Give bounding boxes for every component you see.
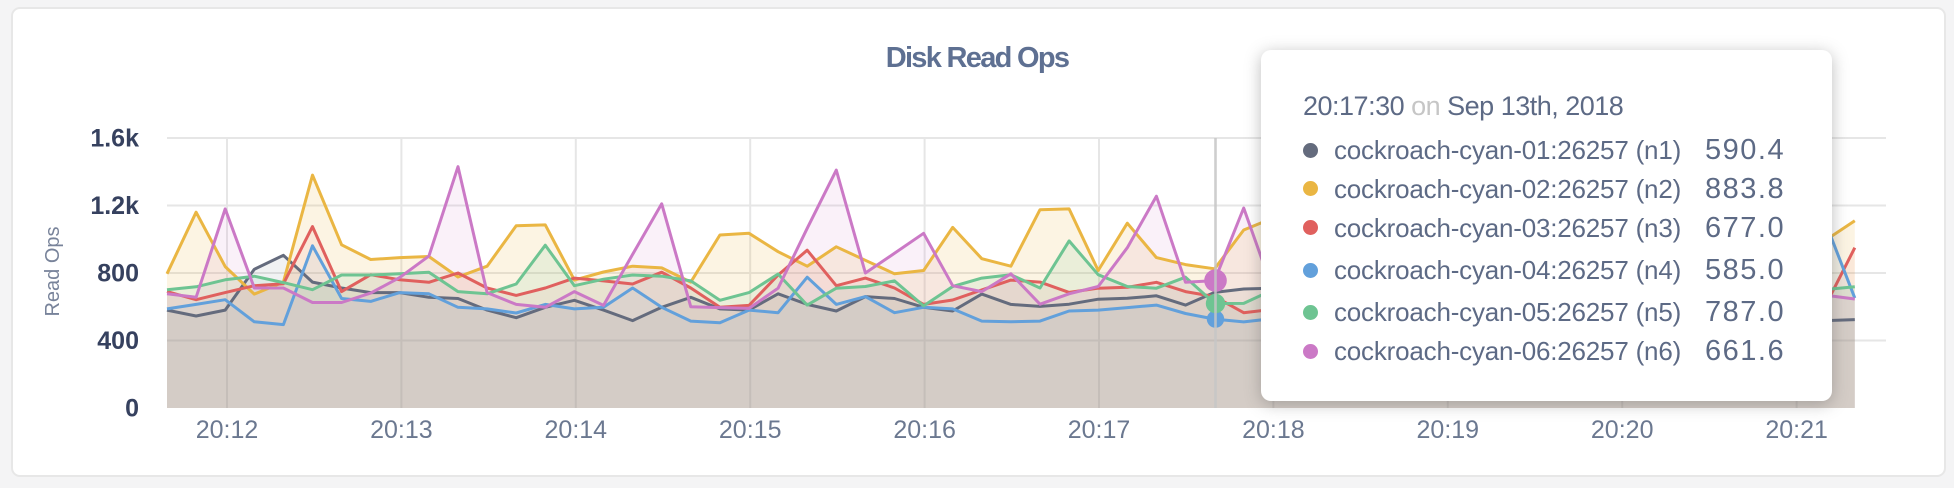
svg-text:20:18: 20:18 (1242, 416, 1305, 444)
svg-text:20:15: 20:15 (719, 416, 782, 444)
svg-text:20:21: 20:21 (1765, 416, 1828, 444)
svg-text:800: 800 (97, 260, 139, 288)
svg-text:20:12: 20:12 (196, 416, 259, 444)
svg-text:1.6k: 1.6k (90, 125, 139, 153)
svg-text:20:16: 20:16 (893, 416, 956, 444)
svg-text:Read Ops: Read Ops (42, 226, 64, 316)
svg-text:20:19: 20:19 (1417, 416, 1480, 444)
svg-text:20:20: 20:20 (1591, 416, 1654, 444)
svg-text:400: 400 (97, 327, 139, 355)
svg-text:20:13: 20:13 (370, 416, 433, 444)
svg-text:1.2k: 1.2k (90, 192, 139, 220)
svg-text:20:17: 20:17 (1068, 416, 1131, 444)
svg-text:0: 0 (125, 395, 139, 423)
svg-text:20:14: 20:14 (545, 416, 608, 444)
